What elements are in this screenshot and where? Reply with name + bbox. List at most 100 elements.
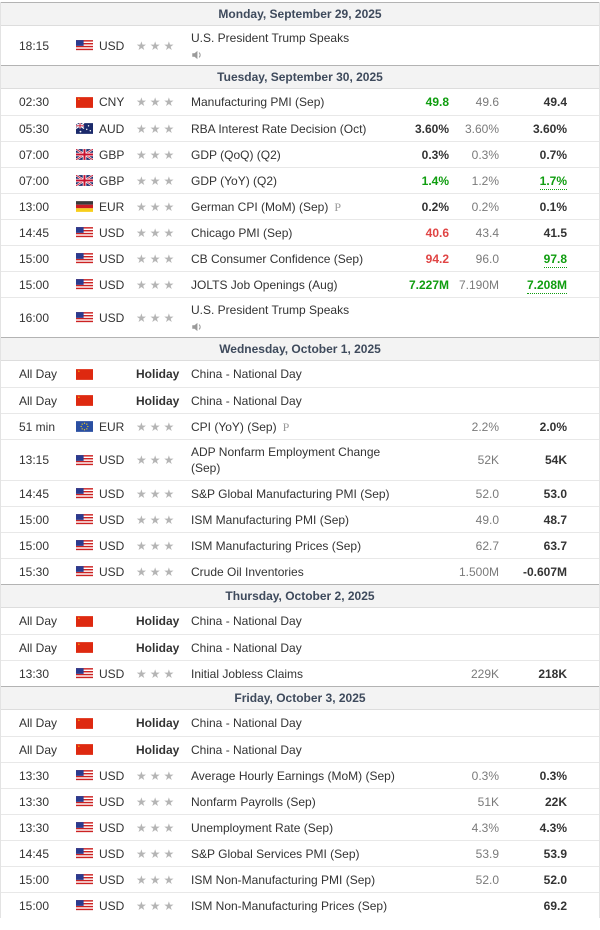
country-cell bbox=[76, 717, 136, 729]
us-flag-icon bbox=[76, 454, 93, 466]
event-row[interactable]: 51 min EUR ★★★ CPI (YoY) (Sep) P 2.2% 2.0% bbox=[1, 413, 599, 439]
forecast-value: 49.6 bbox=[449, 95, 499, 109]
event-link[interactable]: Average Hourly Earnings (MoM) (Sep) bbox=[191, 768, 395, 783]
forecast-value: 51K bbox=[449, 795, 499, 809]
currency-code: GBP bbox=[99, 173, 125, 188]
us-flag-icon bbox=[76, 40, 93, 51]
forecast-value: 0.3% bbox=[449, 148, 499, 162]
event-link[interactable]: CB Consumer Confidence (Sep) bbox=[191, 251, 364, 266]
importance-cell: ★★★ bbox=[136, 795, 191, 809]
event-row[interactable]: 15:30 USD ★★★ Crude Oil Inventories 1.500M -0… bbox=[1, 558, 599, 584]
event-link[interactable]: ISM Non-Manufacturing Prices (Sep) bbox=[191, 898, 388, 913]
event-link[interactable]: ISM Manufacturing Prices (Sep) bbox=[191, 538, 362, 553]
event-link[interactable]: Crude Oil Inventories bbox=[191, 564, 304, 579]
importance-cell: ★★★ bbox=[136, 539, 191, 553]
event-row[interactable]: 13:30 USD ★★★ Initial Jobless Claims 229K 218… bbox=[1, 660, 599, 686]
previous-value: 69.2 bbox=[499, 899, 567, 913]
forecast-number: 49.0 bbox=[475, 512, 499, 527]
event-row[interactable]: 15:00 USD ★★★ ISM Manufacturing PMI (Sep) 49… bbox=[1, 506, 599, 532]
event-row[interactable]: 13:30 USD ★★★ Average Hourly Earnings (MoM)… bbox=[1, 762, 599, 788]
event-row[interactable]: 14:45 USD ★★★ Chicago PMI (Sep) 40.6 43.4 41.5 bbox=[1, 219, 599, 245]
event-link[interactable]: ISM Non-Manufacturing PMI (Sep) bbox=[191, 872, 376, 887]
event-link[interactable]: CPI (YoY) (Sep) bbox=[191, 419, 277, 434]
importance-stars: ★★★ bbox=[136, 794, 178, 809]
forecast-number: 0.3% bbox=[471, 147, 499, 162]
currency-code: EUR bbox=[99, 199, 125, 214]
previous-value: 0.3% bbox=[499, 769, 567, 783]
forecast-number: 43.4 bbox=[475, 225, 499, 240]
event-cell: S&P Global Manufacturing PMI (Sep) bbox=[191, 486, 399, 502]
holiday-row[interactable]: All Day Holiday China - National Day bbox=[1, 608, 599, 634]
currency-code: USD bbox=[99, 564, 125, 579]
event-row[interactable]: 18:15 USD ★★★ U.S. President Trump Speaks bbox=[1, 26, 599, 65]
event-link[interactable]: China - National Day bbox=[191, 640, 302, 655]
event-link[interactable]: GDP (QoQ) (Q2) bbox=[191, 147, 281, 162]
event-link[interactable]: Unemployment Rate (Sep) bbox=[191, 820, 334, 835]
event-link[interactable]: Chicago PMI (Sep) bbox=[191, 225, 293, 240]
event-row[interactable]: 07:00 GBP ★★★ GDP (YoY) (Q2) 1.4% 1.2% 1.7% bbox=[1, 167, 599, 193]
event-row[interactable]: 15:00 USD ★★★ ISM Non-Manufacturing Prices … bbox=[1, 892, 599, 918]
event-row[interactable]: 13:15 USD ★★★ ADP Nonfarm Employment Change… bbox=[1, 439, 599, 480]
event-link[interactable]: U.S. President Trump Speaks bbox=[191, 303, 350, 317]
importance-stars: ★★★ bbox=[136, 419, 178, 434]
event-row[interactable]: 05:30 AUD ★★★ RBA Interest Rate Decision (O… bbox=[1, 115, 599, 141]
event-row[interactable]: 02:30 CNY ★★★ Manufacturing PMI (Sep) 49.8 49… bbox=[1, 89, 599, 115]
country-cell: USD bbox=[76, 278, 136, 292]
event-row[interactable]: 15:00 USD ★★★ JOLTS Job Openings (Aug) 7.227… bbox=[1, 271, 599, 297]
previous-number: 53.0 bbox=[543, 486, 567, 501]
country-cell: USD bbox=[76, 795, 136, 809]
event-link[interactable]: German CPI (MoM) (Sep) bbox=[191, 199, 329, 214]
holiday-row[interactable]: All Day Holiday China - National Day bbox=[1, 361, 599, 387]
event-link[interactable]: ISM Manufacturing PMI (Sep) bbox=[191, 512, 350, 527]
holiday-row[interactable]: All Day Holiday China - National Day bbox=[1, 387, 599, 413]
event-row[interactable]: 13:30 USD ★★★ Nonfarm Payrolls (Sep) 51K 22K bbox=[1, 788, 599, 814]
previous-number[interactable]: 1.7% bbox=[539, 173, 567, 190]
event-link[interactable]: RBA Interest Rate Decision (Oct) bbox=[191, 121, 367, 136]
event-link[interactable]: China - National Day bbox=[191, 393, 302, 408]
event-link[interactable]: China - National Day bbox=[191, 614, 302, 628]
event-link[interactable]: ADP Nonfarm Employment Change (Sep) bbox=[191, 445, 381, 475]
event-cell: CB Consumer Confidence (Sep) bbox=[191, 251, 399, 267]
event-row[interactable]: 07:00 GBP ★★★ GDP (QoQ) (Q2) 0.3% 0.3% 0.7% bbox=[1, 141, 599, 167]
holiday-row[interactable]: All Day Holiday China - National Day bbox=[1, 710, 599, 736]
event-row[interactable]: 15:00 USD ★★★ ISM Manufacturing Prices (Sep… bbox=[1, 532, 599, 558]
event-row[interactable]: 14:45 USD ★★★ S&P Global Manufacturing PMI … bbox=[1, 480, 599, 506]
event-link[interactable]: S&P Global Services PMI (Sep) bbox=[191, 846, 360, 861]
event-cell: ISM Non-Manufacturing PMI (Sep) bbox=[191, 872, 399, 888]
event-cell: GDP (YoY) (Q2) bbox=[191, 173, 399, 189]
event-link[interactable]: U.S. President Trump Speaks bbox=[191, 31, 350, 45]
event-row[interactable]: 14:45 USD ★★★ S&P Global Services PMI (Sep)… bbox=[1, 840, 599, 866]
previous-number: 4.3% bbox=[539, 820, 567, 835]
gb-flag-icon bbox=[76, 175, 93, 186]
event-link[interactable]: China - National Day bbox=[191, 367, 302, 381]
previous-number[interactable]: 7.208M bbox=[526, 277, 567, 294]
importance-cell: ★★★ bbox=[136, 278, 191, 292]
event-link[interactable]: China - National Day bbox=[191, 716, 302, 730]
event-row[interactable]: 13:30 USD ★★★ Unemployment Rate (Sep) 4.3% 4.… bbox=[1, 814, 599, 840]
event-link[interactable]: S&P Global Manufacturing PMI (Sep) bbox=[191, 486, 390, 501]
us-flag-icon bbox=[76, 822, 93, 833]
gb-flag-icon bbox=[76, 149, 93, 160]
previous-number: 41.5 bbox=[543, 225, 567, 240]
event-link[interactable]: Initial Jobless Claims bbox=[191, 666, 304, 681]
event-link[interactable]: Nonfarm Payrolls (Sep) bbox=[191, 794, 316, 809]
previous-value: 53.9 bbox=[499, 847, 567, 861]
event-link[interactable]: JOLTS Job Openings (Aug) bbox=[191, 277, 338, 292]
holiday-row[interactable]: All Day Holiday China - National Day bbox=[1, 736, 599, 762]
event-row[interactable]: 13:00 EUR ★★★ German CPI (MoM) (Sep) P 0.2% 0.… bbox=[1, 193, 599, 219]
currency-code: USD bbox=[99, 846, 125, 861]
event-row[interactable]: 16:00 USD ★★★ U.S. President Trump Speaks bbox=[1, 297, 599, 337]
event-link[interactable]: Manufacturing PMI (Sep) bbox=[191, 95, 325, 109]
event-time: 15:00 bbox=[19, 898, 50, 913]
event-link[interactable]: China - National Day bbox=[191, 742, 302, 757]
importance-stars: ★★★ bbox=[136, 225, 178, 240]
previous-number[interactable]: 97.8 bbox=[543, 251, 567, 268]
country-cell: EUR bbox=[76, 420, 136, 434]
event-row[interactable]: 15:00 USD ★★★ ISM Non-Manufacturing PMI (Se… bbox=[1, 866, 599, 892]
event-time: 07:00 bbox=[19, 173, 50, 188]
previous-number: 0.3% bbox=[539, 768, 567, 783]
previous-value: 0.1% bbox=[499, 200, 567, 214]
holiday-row[interactable]: All Day Holiday China - National Day bbox=[1, 634, 599, 660]
event-row[interactable]: 15:00 USD ★★★ CB Consumer Confidence (Sep) 9… bbox=[1, 245, 599, 271]
event-link[interactable]: GDP (YoY) (Q2) bbox=[191, 173, 278, 188]
